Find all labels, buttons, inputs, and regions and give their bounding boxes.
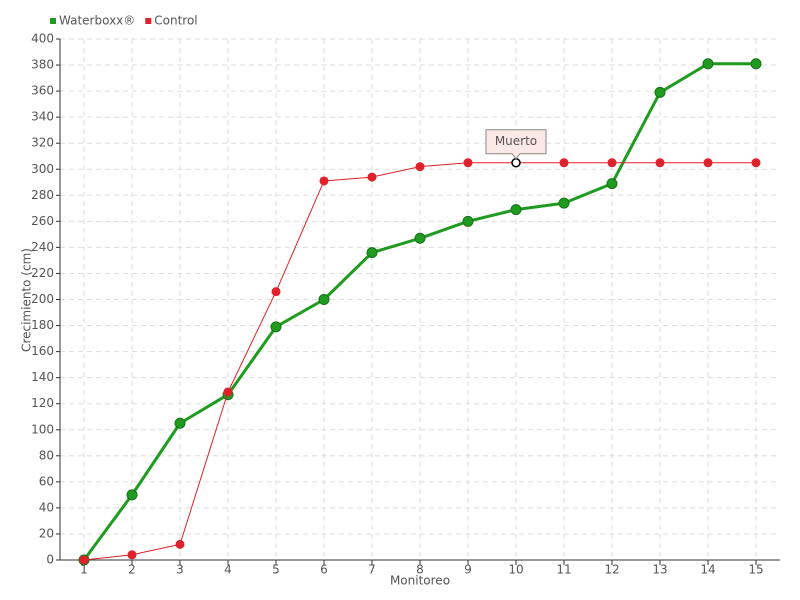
- x-axis-label: Monitoreo: [390, 574, 450, 588]
- legend-swatch: [50, 18, 56, 24]
- point: [655, 158, 665, 168]
- legend-label: Waterboxx®: [59, 14, 135, 28]
- point: [462, 215, 474, 227]
- x-tick-label: 14: [700, 563, 715, 577]
- point: [270, 321, 282, 333]
- y-tick-label: 320: [31, 136, 54, 150]
- y-tick-label: 160: [31, 344, 54, 358]
- point: [751, 158, 761, 168]
- x-tick-label: 10: [508, 563, 523, 577]
- x-tick-label: 11: [556, 563, 571, 577]
- y-tick-label: 400: [31, 32, 54, 46]
- x-tick-label: 1: [80, 563, 88, 577]
- x-tick-label: 3: [176, 563, 184, 577]
- point: [318, 294, 330, 305]
- y-tick-label: 60: [39, 474, 54, 488]
- point: [702, 58, 714, 70]
- y-tick-label: 360: [31, 84, 54, 98]
- legend-label: Control: [154, 14, 197, 28]
- annotation-box: [485, 129, 547, 160]
- y-tick-label: 40: [39, 500, 54, 514]
- y-tick-label: 340: [31, 110, 54, 124]
- point: [510, 204, 522, 216]
- x-tick-label: 2: [128, 563, 136, 577]
- legend-swatch: [145, 18, 152, 24]
- point: [367, 172, 377, 182]
- x-tick-label: 12: [604, 563, 619, 577]
- point: [366, 247, 378, 259]
- x-tick-label: 6: [320, 563, 328, 577]
- point: [607, 158, 617, 168]
- point: [415, 162, 425, 172]
- y-axis-label: Crecimiento (cm): [20, 248, 34, 352]
- y-tick-label: 140: [31, 370, 54, 384]
- point: [127, 550, 137, 560]
- x-tick-label: 5: [272, 563, 280, 577]
- y-tick-label: 80: [39, 448, 54, 462]
- point: [319, 176, 329, 186]
- point: [126, 489, 138, 501]
- x-tick-label: 4: [224, 563, 232, 577]
- x-tick-label: 15: [748, 563, 763, 577]
- point: [79, 555, 89, 565]
- point: [750, 58, 762, 70]
- point: [654, 86, 666, 98]
- x-tick-label: 7: [368, 563, 376, 577]
- y-tick-label: 300: [31, 162, 54, 176]
- y-tick-label: 200: [31, 292, 54, 306]
- point: [606, 178, 618, 190]
- x-tick-label: 8: [416, 563, 424, 577]
- y-tick-label: 20: [39, 526, 54, 540]
- y-tick-label: 220: [31, 266, 54, 280]
- y-tick-label: 280: [31, 188, 54, 202]
- y-tick-label: 380: [31, 58, 54, 72]
- y-tick-label: 120: [31, 396, 54, 410]
- point: [559, 158, 569, 168]
- point: [414, 232, 426, 244]
- point: [174, 417, 186, 429]
- point: [223, 387, 233, 397]
- point: [511, 157, 521, 168]
- point: [271, 287, 281, 297]
- point: [703, 158, 713, 168]
- point: [558, 197, 570, 209]
- y-tick-label: 100: [31, 422, 54, 436]
- x-tick-label: 13: [652, 563, 667, 577]
- x-tick-label: 9: [464, 563, 472, 577]
- annotation: Muerto: [495, 134, 537, 148]
- point: [463, 158, 473, 168]
- y-tick-label: 0: [46, 553, 54, 567]
- y-tick-label: 240: [31, 240, 54, 254]
- y-tick-label: 260: [31, 214, 54, 228]
- point: [175, 539, 185, 549]
- y-tick-label: 180: [31, 318, 54, 332]
